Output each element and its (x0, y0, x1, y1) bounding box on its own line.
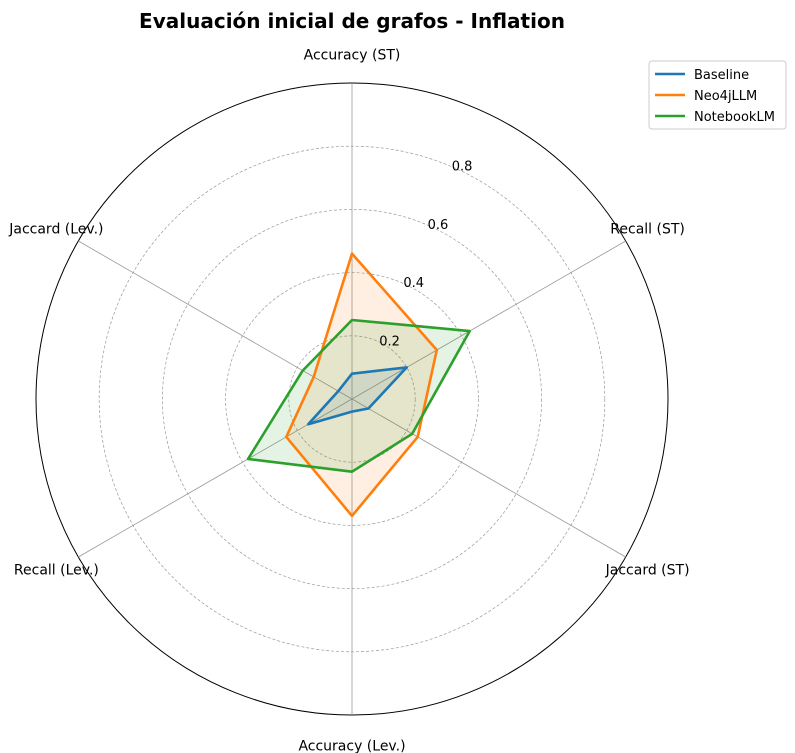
series-line (306, 366, 409, 426)
series-lines (246, 252, 472, 518)
spoke-line (78, 240, 353, 400)
axis-label: Recall (ST) (610, 221, 685, 237)
axis-label: Accuracy (ST) (304, 48, 401, 64)
series-line (246, 318, 472, 474)
series-line (284, 252, 439, 518)
spoke-line (351, 240, 626, 400)
spoke-line (78, 398, 353, 558)
radial-tick-label: 0.2 (379, 335, 400, 350)
radar-grid (35, 82, 669, 716)
legend-frame (648, 60, 787, 130)
legend: Baseline Neo4jLLM NotebookLM (648, 60, 787, 130)
radial-tick-label: 0.8 (452, 159, 473, 174)
series-area (248, 320, 470, 472)
axis-label: Jaccard (Lev.) (8, 221, 103, 237)
radial-tick-labels: 0.2 0.4 0.6 0.8 (379, 159, 472, 349)
radial-tick-label: 0.4 (403, 276, 424, 291)
axis-label: Accuracy (Lev.) (298, 738, 405, 753)
series-area (286, 253, 437, 516)
legend-label: NotebookLM (694, 110, 775, 125)
spoke-line (351, 398, 626, 558)
radial-tick-label: 0.6 (428, 218, 449, 233)
series-fills (248, 253, 470, 516)
axis-labels: Accuracy (ST) Recall (ST) Jaccard (ST) Accu… (8, 48, 689, 753)
axis-label: Jaccard (ST) (605, 563, 690, 579)
chart-title: Evaluación inicial de grafos - Inflation (139, 9, 565, 33)
legend-label: Baseline (694, 68, 749, 83)
series-area (308, 367, 407, 425)
axis-label: Recall (Lev.) (14, 563, 99, 579)
legend-label: Neo4jLLM (694, 89, 757, 104)
